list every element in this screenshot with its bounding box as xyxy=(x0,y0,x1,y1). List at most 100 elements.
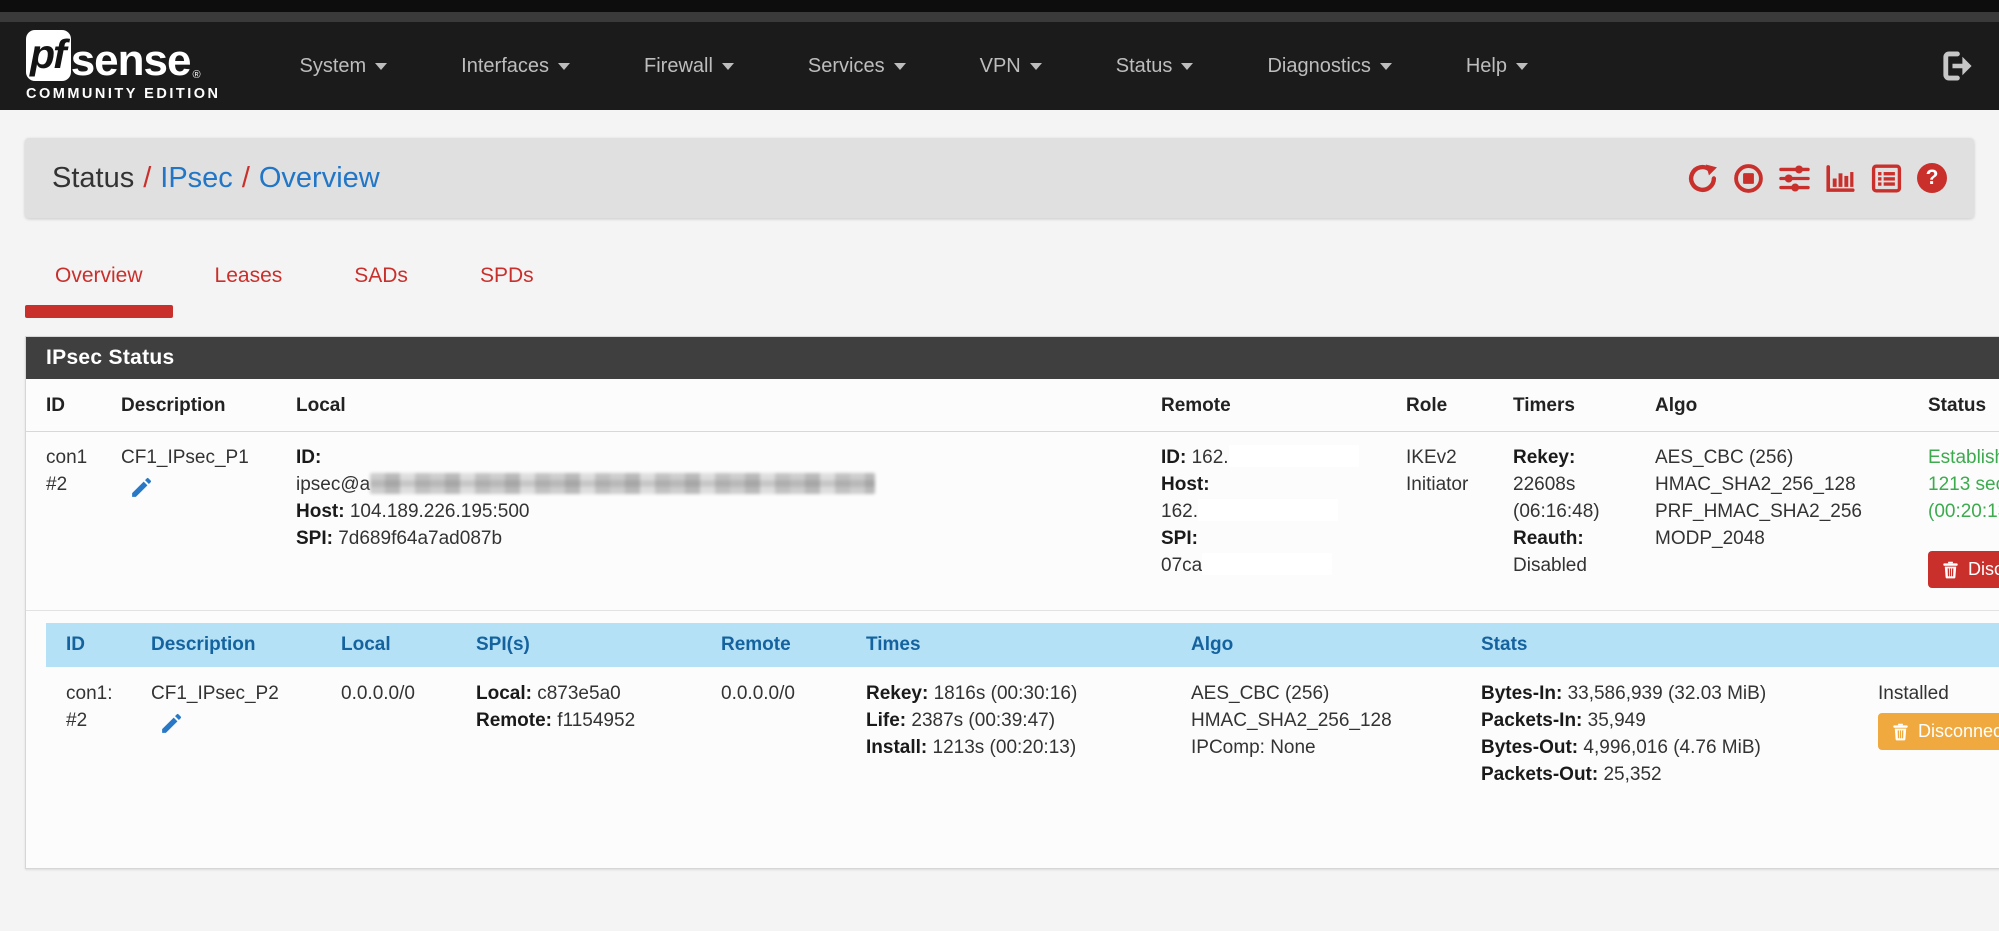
help-icon[interactable]: ? xyxy=(1917,163,1947,193)
child-disconnect-button[interactable]: Disconnect xyxy=(1878,713,1999,750)
child-col-header-stats: Stats xyxy=(1481,634,1528,655)
pfsense-logo[interactable]: pf sense ® COMMUNITY EDITION xyxy=(26,30,220,102)
ike-id-number: #2 xyxy=(46,474,68,495)
child-disconnect-button-label: Disconnect xyxy=(1918,721,1999,741)
reauth-value: Disabled xyxy=(1513,555,1587,576)
col-header-description: Description xyxy=(121,395,226,416)
algo-dh-group: MODP_2048 xyxy=(1655,528,1765,549)
breadcrumb-section-status: Status xyxy=(52,161,135,194)
chevron-down-icon xyxy=(375,62,388,70)
nav-item-help[interactable]: Help xyxy=(1429,55,1565,78)
child-life-value: 2387s (00:39:47) xyxy=(911,710,1056,731)
disconnect-button[interactable]: Disconnect xyxy=(1928,551,1999,588)
nav-item-firewall[interactable]: Firewall xyxy=(607,55,771,78)
child-local-cell: 0.0.0.0/0 xyxy=(341,683,415,704)
algo-encryption: AES_CBC (256) xyxy=(1655,447,1794,468)
tab-sads[interactable]: SADs xyxy=(324,246,438,318)
child-algo-ipcomp: IPComp: None xyxy=(1191,737,1316,758)
pfsense-logo-wordmark: pf sense ® xyxy=(26,30,220,86)
panel-title: IPsec Status xyxy=(26,337,1999,379)
redacted-remote-id xyxy=(1228,445,1359,467)
nav-item-label: Services xyxy=(807,54,885,77)
local-id-value: ipsec@a xyxy=(296,474,371,495)
ike-description: CF1_IPsec_P1 xyxy=(121,447,249,468)
nav-item-label: Status xyxy=(1115,54,1173,77)
nav-item-system[interactable]: System xyxy=(262,55,424,78)
child-rekey-value: 1816s (00:30:16) xyxy=(933,683,1078,704)
chevron-down-icon xyxy=(721,62,734,70)
bytes-in-value: 33,586,939 (32.03 MiB) xyxy=(1567,683,1767,704)
remote-host-label: Host: xyxy=(1161,474,1210,495)
chevron-down-icon xyxy=(558,62,570,70)
child-table-header-row: ID Description Local SPI(s) Remote Times… xyxy=(46,623,1999,667)
remote-host-value: 162. xyxy=(1161,501,1198,522)
local-id-label: ID: xyxy=(296,447,322,468)
ike-status-cell: Established 1213 seconds (00:20:13) Disc… xyxy=(1928,444,1999,588)
tab-spds[interactable]: SPDs xyxy=(450,246,564,318)
nav-item-services[interactable]: Services xyxy=(771,55,943,78)
child-col-header-description: Description xyxy=(151,634,256,655)
bytes-out-label: Bytes-Out: xyxy=(1481,737,1579,758)
nav-item-vpn[interactable]: VPN xyxy=(943,55,1079,78)
col-header-algo: Algo xyxy=(1655,395,1698,416)
bytes-in-label: Bytes-In: xyxy=(1481,683,1563,704)
nav-item-interfaces[interactable]: Interfaces xyxy=(424,55,607,78)
child-algo-integrity: HMAC_SHA2_256_128 xyxy=(1191,710,1392,731)
child-col-header-id: ID xyxy=(66,634,85,655)
tab-overview[interactable]: Overview xyxy=(25,246,173,318)
ike-local-cell: ID: ipsec@a Host: 104.189.226.195:500 SP… xyxy=(296,444,1161,588)
col-header-remote: Remote xyxy=(1161,395,1231,416)
col-header-id: ID xyxy=(46,395,65,416)
child-col-header-algo: Algo xyxy=(1191,634,1234,655)
breadcrumb-ipsec-link[interactable]: IPsec xyxy=(160,161,233,194)
breadcrumb-bar: Status / IPsec / Overview ? xyxy=(25,138,1974,218)
main-menu: System Interfaces Firewall Services VPN … xyxy=(262,55,1564,78)
logo-sense-text: sense xyxy=(70,36,192,86)
reauth-label: Reauth: xyxy=(1513,528,1584,549)
child-description: CF1_IPsec_P2 xyxy=(151,683,279,704)
remote-id-label: ID: xyxy=(1161,447,1187,468)
nav-item-status[interactable]: Status xyxy=(1079,55,1231,78)
child-spis-cell: Local: c873e5a0 Remote: f1154952 xyxy=(476,680,721,788)
sign-out-icon[interactable] xyxy=(1939,49,1973,83)
col-header-local: Local xyxy=(296,395,346,416)
bar-chart-icon[interactable] xyxy=(1825,163,1856,194)
list-icon[interactable] xyxy=(1871,163,1902,194)
status-age-time: (00:20:13) xyxy=(1928,501,1999,522)
local-host-label: Host: xyxy=(296,501,345,522)
registered-mark: ® xyxy=(192,69,201,81)
child-state-installed: Installed xyxy=(1878,683,1949,704)
chevron-down-icon xyxy=(893,62,906,70)
nav-item-label: System xyxy=(299,54,367,77)
page-action-icons: ? xyxy=(1687,163,1947,194)
child-algo-encryption: AES_CBC (256) xyxy=(1191,683,1330,704)
ike-table-header-row: ID Description Local Remote Role Timers … xyxy=(26,379,1999,432)
ike-timers-cell: Rekey: 22608s (06:16:48) Reauth: Disable… xyxy=(1513,444,1655,588)
nav-item-label: Help xyxy=(1465,54,1507,77)
child-rekey-label: Rekey: xyxy=(866,683,929,704)
spi-local-value: c873e5a0 xyxy=(537,683,621,704)
stop-icon[interactable] xyxy=(1733,163,1764,194)
nav-item-diagnostics[interactable]: Diagnostics xyxy=(1230,55,1428,78)
rekey-time: (06:16:48) xyxy=(1513,501,1600,522)
ike-id-cell: con1 #2 xyxy=(46,444,121,588)
breadcrumb-overview-link[interactable]: Overview xyxy=(258,161,380,194)
child-install-label: Install: xyxy=(866,737,928,758)
child-col-header-times: Times xyxy=(866,634,921,655)
chevron-down-icon xyxy=(1379,62,1392,70)
sliders-icon[interactable] xyxy=(1779,163,1810,194)
edit-pencil-icon[interactable] xyxy=(159,711,184,744)
edit-pencil-icon[interactable] xyxy=(129,475,154,508)
trash-icon xyxy=(1893,723,1908,741)
remote-id-value: 162. xyxy=(1191,447,1229,468)
logo-tagline: COMMUNITY EDITION xyxy=(26,86,221,102)
spi-remote-value: f1154952 xyxy=(557,710,636,731)
tab-leases[interactable]: Leases xyxy=(185,246,313,318)
child-life-label: Life: xyxy=(866,710,907,731)
redacted-remote-host xyxy=(1197,499,1338,521)
child-state-cell: Installed Disconnect xyxy=(1878,680,1999,788)
bytes-out-value: 4,996,016 (4.76 MiB) xyxy=(1583,737,1761,758)
packets-out-value: 25,352 xyxy=(1603,764,1662,785)
refresh-icon[interactable] xyxy=(1687,163,1718,194)
packets-out-label: Packets-Out: xyxy=(1481,764,1599,785)
